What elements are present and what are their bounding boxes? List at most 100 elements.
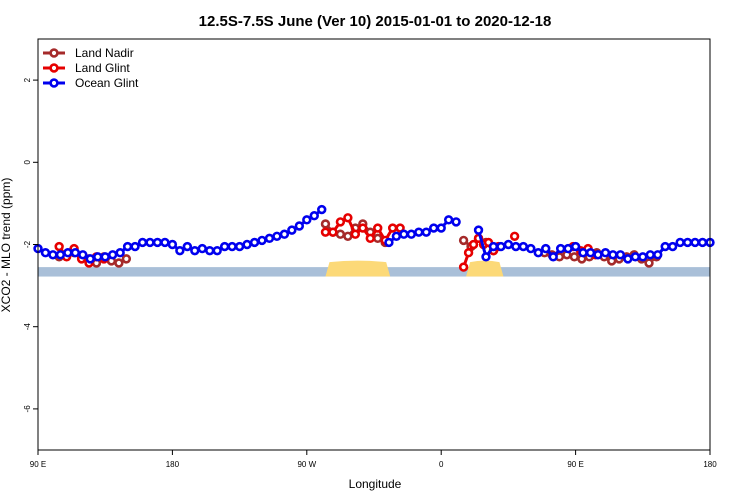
data-point <box>70 248 81 258</box>
data-point <box>335 217 346 227</box>
data-point <box>190 245 200 256</box>
data-point <box>93 252 103 262</box>
data-point <box>212 245 222 256</box>
data-point <box>578 248 588 258</box>
data-point <box>675 237 685 248</box>
data-point <box>548 252 558 262</box>
data-point <box>653 250 663 260</box>
data-point <box>697 237 708 248</box>
data-point <box>302 215 312 225</box>
x-tick-label: 0 <box>439 460 444 469</box>
x-tick-label: 90 E <box>30 460 46 469</box>
x-tick-label: 90 E <box>567 460 583 469</box>
data-point <box>152 237 163 248</box>
data-point <box>54 241 64 252</box>
land-band-segment <box>466 260 504 277</box>
data-point <box>320 227 331 237</box>
data-point <box>167 239 178 250</box>
data-point <box>436 223 446 233</box>
legend-marker <box>49 78 59 88</box>
land-band-segment <box>325 260 391 277</box>
data-point <box>384 237 394 248</box>
data-point <box>160 237 170 248</box>
x-tick-label: 180 <box>703 460 717 469</box>
data-point <box>541 243 551 254</box>
data-point <box>421 227 431 237</box>
data-point <box>182 241 193 252</box>
data-point <box>272 231 282 241</box>
data-point <box>690 237 700 248</box>
legend-marker <box>49 63 59 73</box>
data-point <box>40 248 51 258</box>
data-point <box>414 227 424 237</box>
data-point <box>328 227 338 237</box>
data-point <box>145 237 155 248</box>
data-point <box>55 250 66 260</box>
data-point <box>63 248 73 258</box>
data-point <box>608 250 618 260</box>
data-point <box>644 258 654 268</box>
data-point <box>555 243 566 254</box>
data-point <box>335 229 346 239</box>
data-point <box>227 241 237 252</box>
data-point <box>219 241 230 252</box>
data-point <box>387 223 398 233</box>
data-point <box>78 250 88 260</box>
data-point <box>406 229 417 239</box>
y-axis-label: XCO2 - MLO trend (ppm) <box>0 178 13 313</box>
data-point <box>600 248 611 258</box>
data-point <box>468 239 479 250</box>
legend-marker <box>49 48 59 58</box>
data-point <box>563 243 573 254</box>
data-point <box>526 243 536 254</box>
data-point <box>458 262 469 272</box>
y-tick-label: -4 <box>23 323 32 331</box>
data-point <box>458 235 469 246</box>
data-point <box>399 229 409 239</box>
data-point <box>294 221 305 231</box>
data-point <box>488 241 499 252</box>
data-point <box>320 219 331 229</box>
data-point <box>48 250 58 260</box>
data-point <box>473 225 484 235</box>
data-point <box>343 231 353 241</box>
data-point <box>533 248 543 258</box>
data-point <box>287 225 297 235</box>
x-tick-label: 180 <box>166 460 180 469</box>
data-point <box>429 223 439 233</box>
legend-label: Land Nadir <box>75 46 134 60</box>
legend-label: Ocean Glint <box>75 76 139 90</box>
y-tick-label: -6 <box>23 405 32 413</box>
data-point <box>130 241 140 252</box>
data-point <box>496 241 506 252</box>
data-point <box>391 231 402 241</box>
data-point <box>682 237 693 248</box>
data-point <box>197 243 207 254</box>
y-tick-label: 0 <box>23 160 32 165</box>
data-point <box>667 241 678 252</box>
y-tick-label: -2 <box>23 240 32 248</box>
data-point <box>593 250 603 260</box>
x-axis-label: Longitude <box>349 477 402 491</box>
data-point <box>481 252 491 262</box>
data-point <box>175 245 185 256</box>
data-point <box>350 229 361 239</box>
data-point <box>279 229 290 239</box>
data-point <box>317 204 327 215</box>
data-point <box>623 254 633 264</box>
data-point <box>309 211 319 221</box>
data-point <box>107 250 118 260</box>
data-point <box>365 233 375 244</box>
data-point <box>373 223 383 233</box>
data-point <box>234 241 245 252</box>
data-point <box>264 233 275 244</box>
data-point <box>503 239 514 250</box>
data-point <box>509 231 520 241</box>
data-point <box>511 241 521 252</box>
data-point <box>100 252 110 262</box>
data-point <box>451 217 461 227</box>
x-tick-label: 90 W <box>297 460 316 469</box>
data-point <box>645 250 655 260</box>
